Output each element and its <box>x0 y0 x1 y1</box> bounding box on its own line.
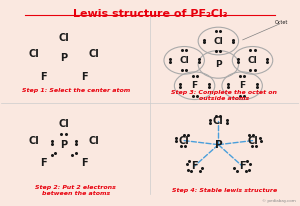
Text: Cl: Cl <box>29 136 40 146</box>
Text: F: F <box>40 71 46 82</box>
Text: Step 4: Stable lewis structure: Step 4: Stable lewis structure <box>172 188 277 193</box>
Text: P: P <box>60 53 68 63</box>
Text: Lewis structure of PF₂Cl₃: Lewis structure of PF₂Cl₃ <box>73 8 227 19</box>
Text: Cl: Cl <box>58 33 69 43</box>
Text: P: P <box>60 140 68 150</box>
Text: Cl: Cl <box>29 49 40 59</box>
Text: Step 3: Complete the octet on
outside atoms: Step 3: Complete the octet on outside at… <box>171 90 277 101</box>
Text: Cl: Cl <box>179 56 189 65</box>
Text: F: F <box>81 71 88 82</box>
Text: F: F <box>81 158 88 168</box>
Text: Cl: Cl <box>247 136 258 146</box>
Text: Cl: Cl <box>213 116 224 126</box>
Text: Cl: Cl <box>88 49 99 59</box>
Text: Cl: Cl <box>248 56 257 65</box>
Text: F: F <box>239 81 245 90</box>
Text: Cl: Cl <box>179 136 190 146</box>
Text: F: F <box>191 161 198 171</box>
Text: Step 2: Put 2 electrons
between the atoms: Step 2: Put 2 electrons between the atom… <box>35 185 116 196</box>
Text: Step 1: Select the center atom: Step 1: Select the center atom <box>22 88 130 93</box>
Text: Cl: Cl <box>214 36 223 46</box>
Text: F: F <box>40 158 46 168</box>
Text: P: P <box>214 140 222 150</box>
Text: © pediabay.com: © pediabay.com <box>262 199 296 202</box>
Text: Cl: Cl <box>88 136 99 146</box>
Text: F: F <box>191 81 198 90</box>
Text: P: P <box>215 60 222 69</box>
Text: Octet: Octet <box>275 20 288 25</box>
Text: F: F <box>239 161 245 171</box>
Text: Cl: Cl <box>58 119 69 129</box>
